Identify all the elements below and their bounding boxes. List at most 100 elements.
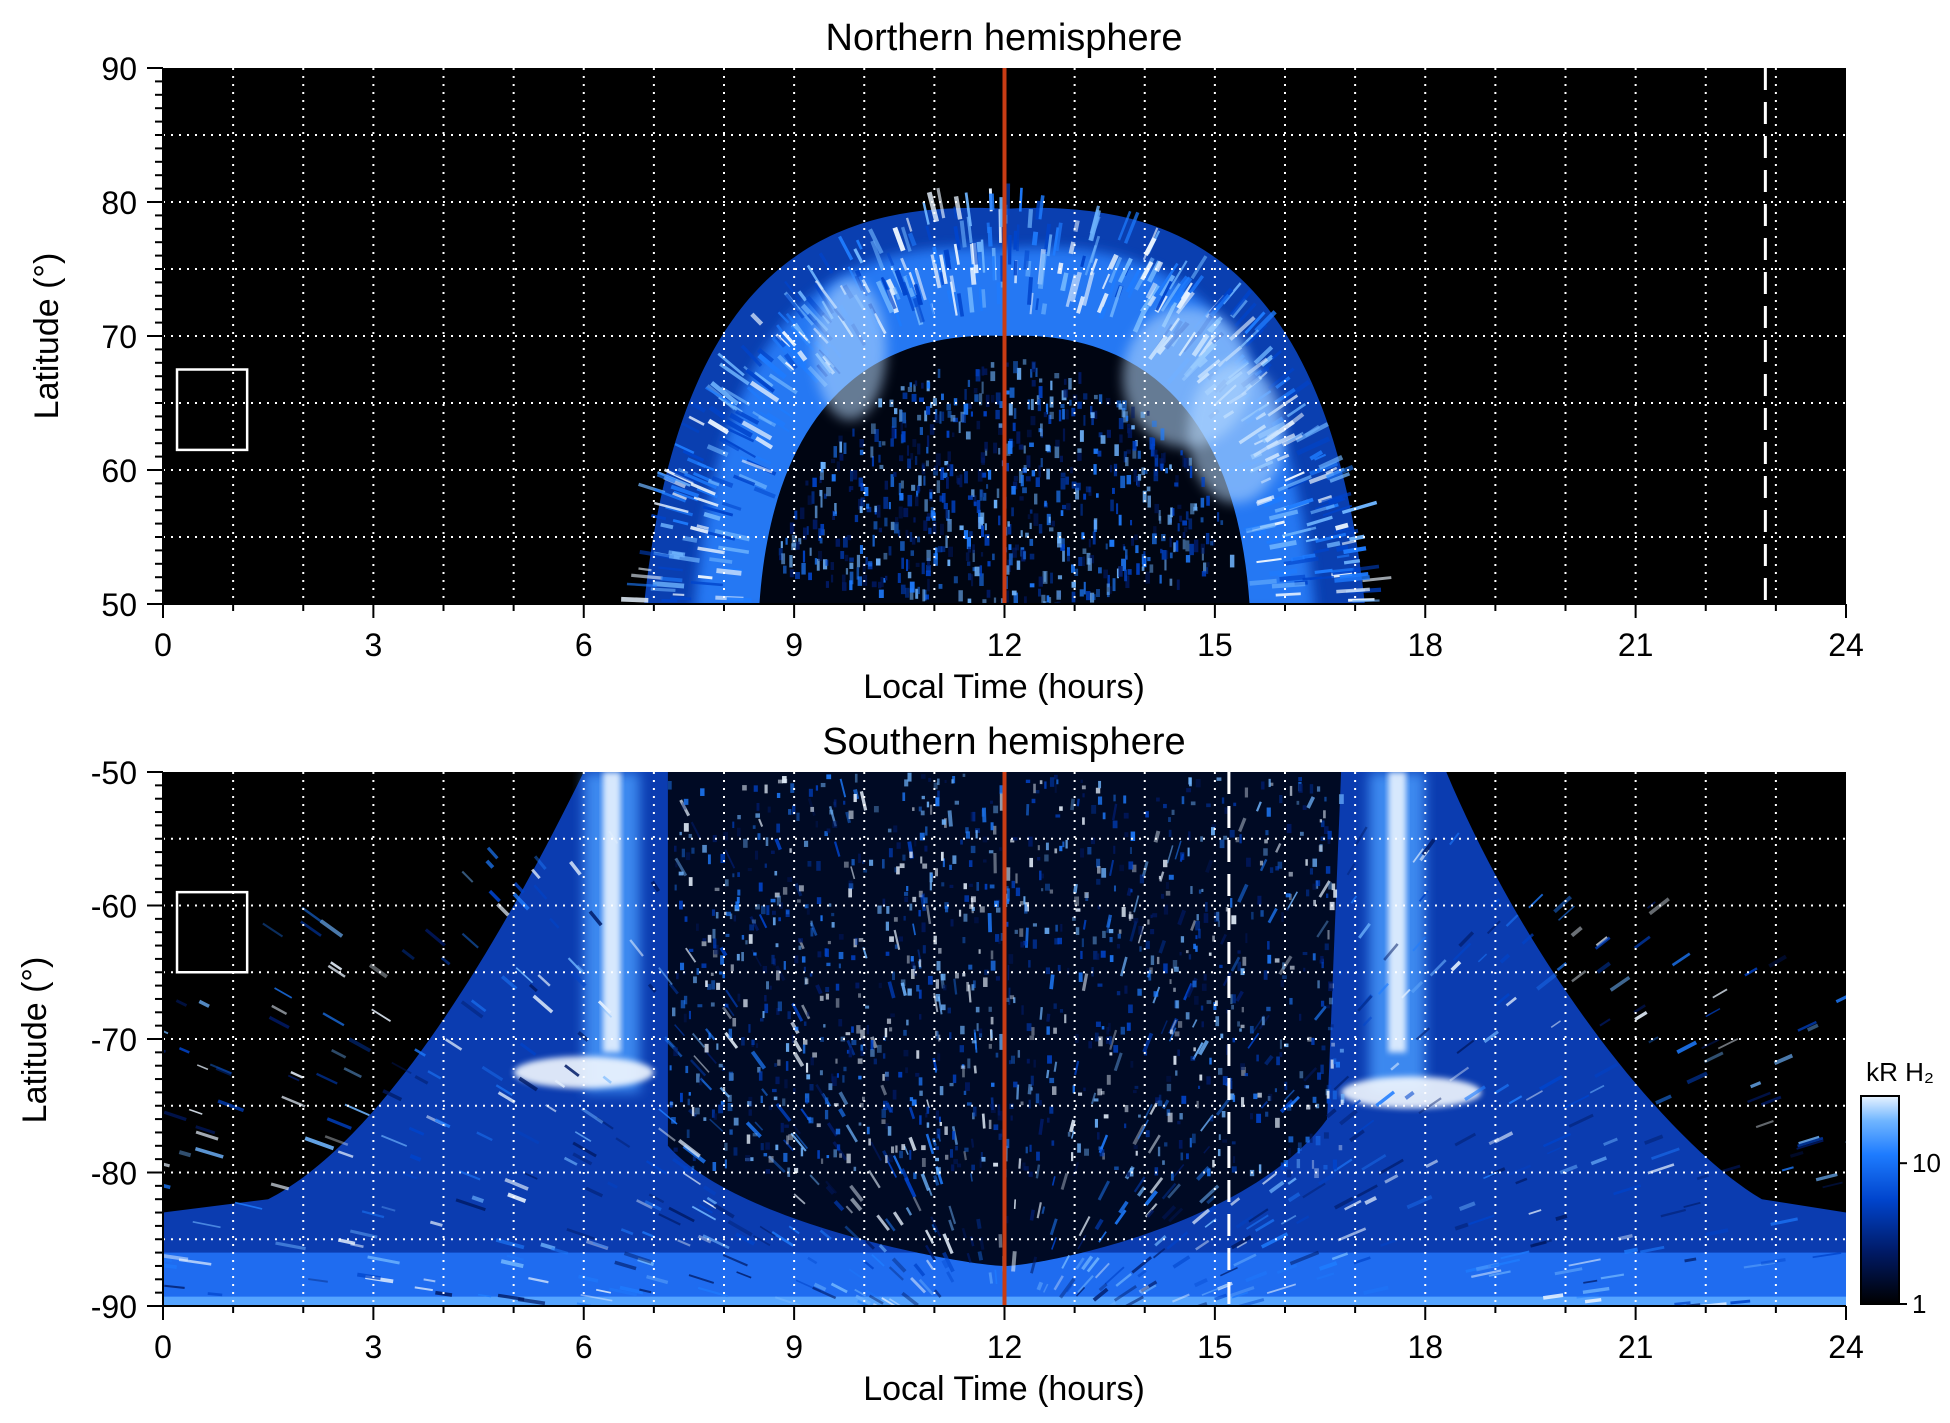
south-speckle [702, 844, 707, 853]
north-streak [1069, 271, 1082, 303]
south-speckle [823, 1024, 826, 1028]
north-streak [719, 362, 750, 386]
north-streak [1109, 270, 1119, 293]
south-streak [1286, 891, 1298, 910]
north-speckle [984, 448, 988, 456]
south-speckle [894, 867, 897, 873]
south-speckle [1126, 1172, 1131, 1177]
south-speckle [1298, 783, 1303, 793]
north-speckle [1151, 420, 1157, 427]
south-speckle [748, 1096, 753, 1107]
south-speckle [704, 1043, 709, 1053]
north-bright-spot [814, 279, 887, 420]
south-speckle [1217, 1067, 1223, 1075]
north-speckle [967, 495, 973, 500]
south-speckle [960, 1065, 966, 1069]
south-speckle [860, 1050, 865, 1057]
south-speckle [832, 821, 838, 828]
south-streak [977, 1251, 984, 1261]
north-speckle [1092, 594, 1096, 601]
south-streak [838, 1091, 849, 1106]
south-streak [925, 1133, 935, 1155]
south-speckle [962, 773, 966, 777]
north-streak [912, 297, 925, 323]
south-speckle [691, 1165, 695, 1170]
south-streak [870, 1036, 878, 1049]
north-speckle [894, 517, 899, 525]
south-streak [647, 983, 657, 993]
south-streak [713, 1312, 731, 1316]
south-speckle [1221, 1110, 1226, 1118]
south-streak [1458, 931, 1475, 948]
south-speckle [1054, 938, 1060, 945]
south-streak [1046, 1013, 1051, 1022]
south-streak [931, 1138, 937, 1147]
south-streak [1353, 1256, 1371, 1265]
north-speckle [998, 447, 1001, 455]
north-streak [906, 275, 913, 289]
south-speckle [1327, 1026, 1333, 1031]
north-speckle [1112, 487, 1115, 494]
south-speckle [1020, 1101, 1024, 1106]
north-speckle [1175, 475, 1179, 488]
south-speckle [758, 882, 763, 892]
south-speckle [820, 782, 826, 788]
south-speckle [688, 833, 692, 838]
south-speckle [771, 954, 775, 965]
south-speckle [912, 807, 915, 811]
north-streak [672, 518, 689, 526]
south-streak [1283, 1089, 1295, 1101]
south-streak [609, 1287, 638, 1297]
north-speckle [910, 550, 915, 556]
south-streak [1152, 1247, 1166, 1259]
y-tick-label: -50 [91, 755, 137, 791]
south-streak [668, 1206, 695, 1223]
south-speckle [1113, 1045, 1119, 1053]
north-speckle [846, 535, 852, 541]
south-streak [1082, 919, 1087, 930]
south-streak [862, 1259, 875, 1270]
north-speckle [1132, 440, 1137, 451]
north-speckle [1074, 568, 1079, 576]
north-speckle [1210, 541, 1214, 546]
south-streak [697, 1286, 728, 1298]
south-streak [1651, 1147, 1680, 1161]
south-streak [791, 1002, 804, 1022]
north-speckle [1106, 429, 1112, 438]
north-streak [976, 241, 983, 253]
north-streak [939, 271, 947, 286]
north-streak [936, 187, 946, 219]
south-speckle [1279, 794, 1283, 804]
south-speckle [1126, 1022, 1131, 1031]
south-streak [865, 1289, 882, 1301]
north-speckle [1020, 530, 1023, 537]
south-speckle [1206, 1076, 1211, 1085]
south-speckle [820, 1036, 824, 1042]
south-speckle [1284, 1043, 1289, 1048]
south-speckle [1280, 1162, 1285, 1170]
south-streak [274, 987, 293, 999]
south-streak [476, 1131, 493, 1142]
north-speckle [915, 562, 920, 567]
north-speckle [1059, 455, 1064, 463]
south-speckle [1168, 829, 1172, 837]
x-tick-label: 9 [785, 1329, 803, 1365]
south-speckle [952, 855, 957, 864]
south-speckle [1088, 1041, 1093, 1049]
south-speckle [1098, 1146, 1103, 1151]
north-speckle [1016, 560, 1021, 570]
north-streak [900, 226, 912, 252]
south-speckle [1100, 1091, 1105, 1095]
north-speckle [1165, 550, 1169, 560]
south-speckle [1286, 1104, 1292, 1111]
north-speckle [891, 426, 895, 439]
south-streak [1288, 1095, 1301, 1108]
south-speckle [784, 1124, 789, 1128]
north-speckle [917, 414, 922, 421]
south-speckle [1093, 950, 1098, 960]
south-streak [192, 1220, 221, 1229]
north-speckle [943, 502, 948, 510]
south-streak [1168, 1207, 1184, 1223]
south-streak [1137, 1119, 1149, 1140]
south-streak [281, 1095, 306, 1108]
